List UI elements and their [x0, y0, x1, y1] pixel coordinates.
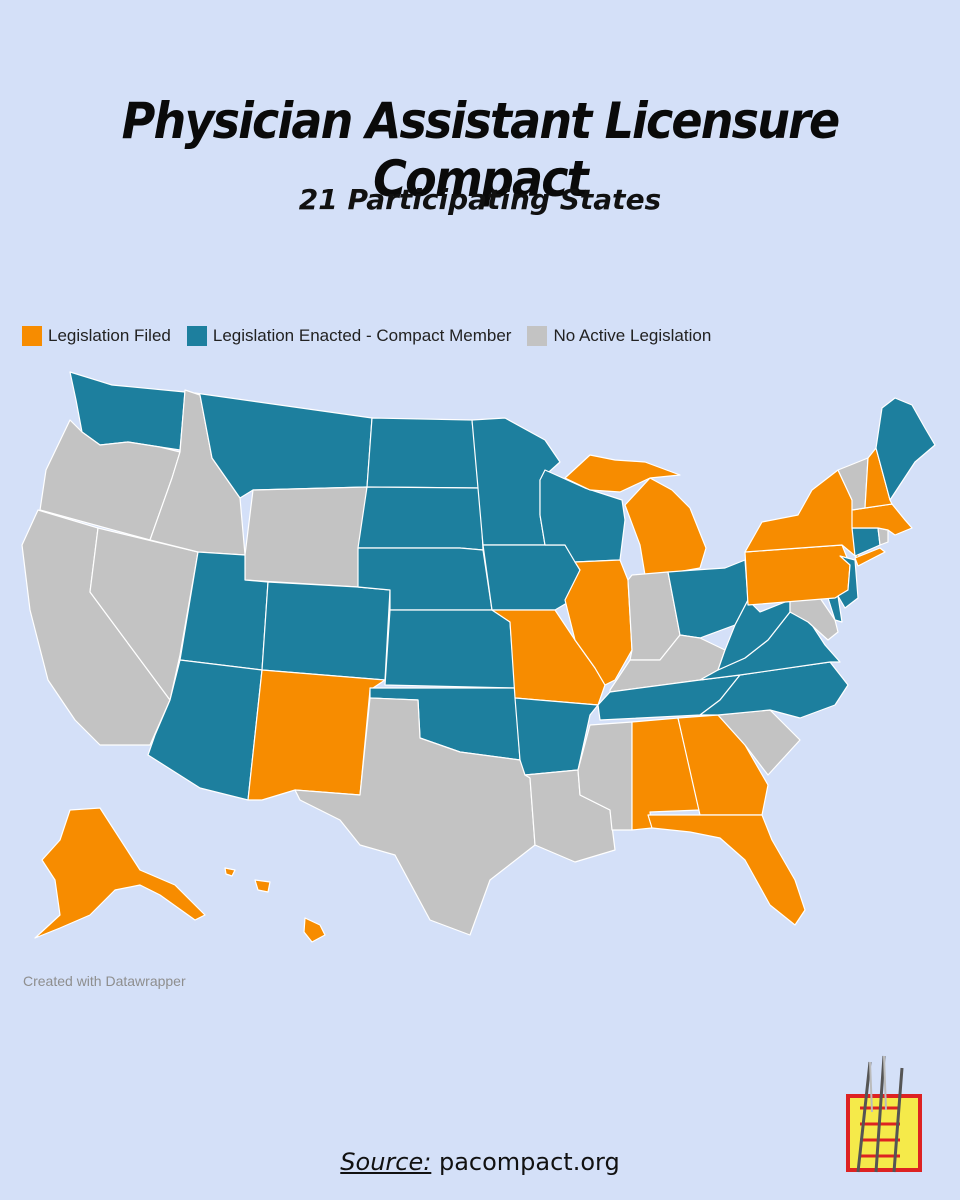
state-hawaii-maui[interactable]: [254, 879, 271, 893]
legend-label-filed: Legislation Filed: [48, 326, 171, 345]
map-legend: Legislation Filed Legislation Enacted - …: [22, 326, 727, 346]
legend-swatch-none: [527, 326, 548, 346]
state-michigan-upper[interactable]: [564, 454, 681, 493]
state-colorado[interactable]: [261, 581, 391, 681]
state-alaska[interactable]: [34, 807, 206, 939]
state-wyoming[interactable]: [244, 486, 368, 588]
state-kansas[interactable]: [384, 609, 516, 689]
legend-item-filed: Legislation Filed: [22, 326, 171, 346]
legend-item-enacted: Legislation Enacted - Compact Member: [186, 326, 512, 346]
state-texas[interactable]: [294, 697, 536, 936]
state-massachusetts[interactable]: [851, 503, 913, 536]
legend-swatch-filed: [22, 326, 42, 346]
legend-swatch-enacted: [186, 326, 207, 346]
state-pennsylvania[interactable]: [744, 544, 851, 606]
page-title: Physician Assistant Licensure Compact: [121, 92, 841, 208]
state-michigan[interactable]: [624, 477, 707, 576]
state-florida[interactable]: [647, 814, 806, 926]
legend-label-none: No Active Legislation: [553, 326, 712, 345]
source-url[interactable]: pacompact.org: [438, 1148, 620, 1176]
state-new-jersey[interactable]: [837, 555, 859, 609]
brand-logo-icon: [846, 1055, 922, 1173]
source-label: Source:: [340, 1148, 432, 1176]
state-rhode-island[interactable]: [877, 527, 889, 546]
us-states-map: [21, 371, 936, 943]
state-illinois[interactable]: [564, 559, 633, 686]
state-maryland[interactable]: [759, 597, 839, 641]
state-north-carolina[interactable]: [699, 661, 849, 719]
source-line: Source: pacompact.org: [0, 1148, 960, 1176]
page-subtitle: 21 Participating States: [298, 183, 662, 216]
state-new-hampshire[interactable]: [864, 447, 893, 509]
state-new-york-long-island[interactable]: [854, 547, 886, 567]
state-north-dakota[interactable]: [366, 417, 481, 489]
legend-item-none: No Active Legislation: [527, 326, 711, 346]
state-hawaii[interactable]: [303, 917, 326, 943]
state-vermont[interactable]: [837, 457, 869, 511]
datawrapper-credit: Created with Datawrapper: [23, 973, 186, 989]
state-south-dakota[interactable]: [357, 486, 484, 551]
state-maine[interactable]: [875, 397, 936, 501]
state-hawaii-oahu[interactable]: [224, 867, 236, 877]
legend-label-enacted: Legislation Enacted - Compact Member: [212, 326, 512, 345]
